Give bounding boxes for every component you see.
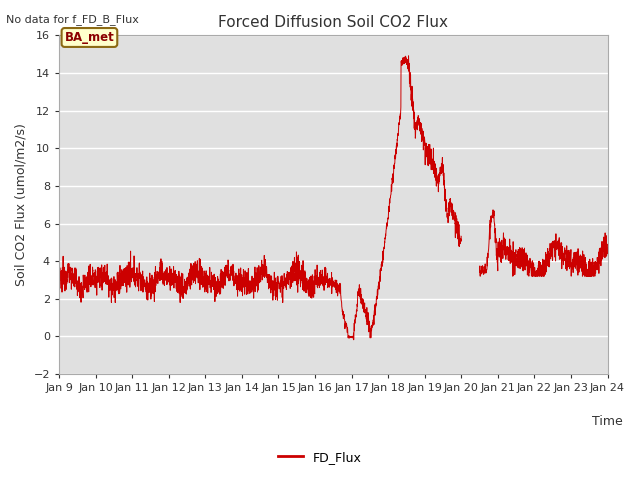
Legend: FD_Flux: FD_Flux bbox=[273, 446, 367, 469]
FD_Flux bbox=[118, 283, 125, 289]
Y-axis label: Soil CO2 Flux (umol/m2/s): Soil CO2 Flux (umol/m2/s) bbox=[15, 123, 28, 286]
FD_Flux bbox=[289, 273, 297, 279]
FD_Flux bbox=[604, 241, 611, 247]
FD_Flux bbox=[266, 282, 273, 288]
FD_Flux bbox=[593, 267, 601, 273]
Text: BA_met: BA_met bbox=[65, 31, 115, 44]
FD_Flux bbox=[534, 265, 541, 271]
FD_Flux bbox=[150, 288, 158, 294]
Text: No data for f_FD_B_Flux: No data for f_FD_B_Flux bbox=[6, 14, 140, 25]
Title: Forced Diffusion Soil CO2 Flux: Forced Diffusion Soil CO2 Flux bbox=[218, 15, 448, 30]
X-axis label: Time: Time bbox=[592, 415, 623, 428]
FD_Flux bbox=[55, 279, 63, 285]
Line: FD_Flux: FD_Flux bbox=[59, 56, 607, 340]
